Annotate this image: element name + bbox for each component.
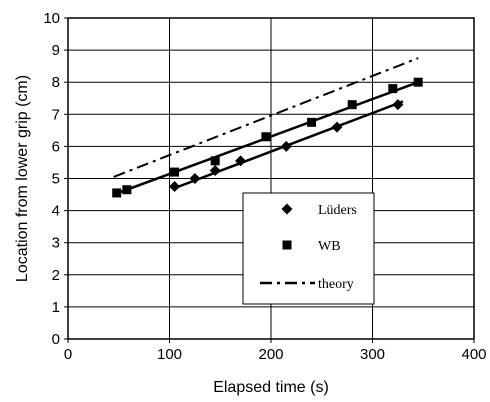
y-tick-label: 6 — [52, 138, 60, 155]
wb-point — [122, 185, 132, 195]
wb-point — [307, 117, 317, 127]
theory-line — [113, 57, 419, 178]
wb-point — [210, 156, 220, 166]
legend-label-wb: WB — [318, 239, 341, 254]
wb-point — [347, 100, 357, 110]
l-ders-point — [331, 121, 343, 133]
x-tick-label: 100 — [157, 346, 182, 363]
y-tick-label: 3 — [52, 235, 60, 252]
x-tick-label: 300 — [360, 346, 385, 363]
legend-label-theory: theory — [318, 277, 354, 292]
legend-box — [242, 192, 375, 305]
l-ders-point — [169, 181, 181, 193]
wb-point — [261, 132, 271, 142]
l-ders-point — [280, 140, 292, 152]
legend-swatch-wb — [282, 240, 292, 250]
y-tick-label: 9 — [52, 42, 60, 59]
l-ders-point — [209, 164, 221, 176]
x-tick-label: 200 — [258, 346, 283, 363]
x-tick-label: 400 — [461, 346, 486, 363]
y-axis-title: Location from lower grip (cm) — [14, 75, 31, 282]
wb-point — [170, 167, 180, 177]
y-tick-label: 10 — [43, 10, 60, 27]
wb-point — [388, 84, 398, 94]
y-tick-label: 1 — [52, 299, 60, 316]
y-tick-label: 4 — [52, 203, 60, 220]
l-ders-point — [235, 155, 247, 167]
y-tick-label: 7 — [52, 106, 60, 123]
wb-point — [112, 188, 122, 198]
x-tick-label: 0 — [64, 346, 72, 363]
legend-label-l-ders: Lüders — [318, 203, 357, 218]
data-points — [112, 77, 423, 198]
legend: Lüders WB theory — [242, 192, 375, 305]
l-ders-point — [392, 99, 404, 111]
x-axis-title: Elapsed time (s) — [213, 379, 329, 396]
legend-swatch-l-ders — [281, 203, 293, 215]
y-tick-label: 2 — [52, 267, 60, 284]
wb-point — [413, 77, 423, 87]
y-tick-label: 8 — [52, 74, 60, 91]
l-ders-point — [189, 173, 201, 184]
y-tick-label: 5 — [52, 171, 60, 188]
plot-frame — [67, 17, 475, 340]
y-tick-label: 0 — [52, 331, 60, 348]
